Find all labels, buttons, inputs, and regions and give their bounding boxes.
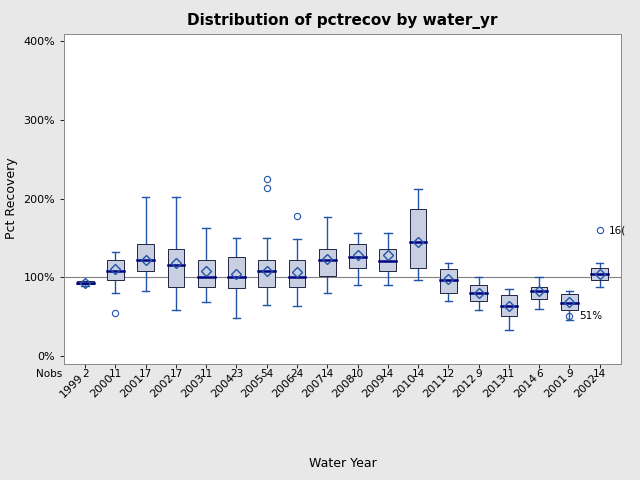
Bar bbox=[138, 244, 154, 271]
Title: Distribution of pctrecov by water_yr: Distribution of pctrecov by water_yr bbox=[187, 13, 498, 29]
Y-axis label: Pct Recovery: Pct Recovery bbox=[4, 158, 18, 240]
Text: 51%: 51% bbox=[579, 311, 602, 321]
Bar bbox=[531, 287, 547, 299]
Text: 54: 54 bbox=[260, 369, 273, 379]
Text: 16(: 16( bbox=[609, 225, 627, 235]
Bar bbox=[228, 257, 245, 288]
Text: 11: 11 bbox=[200, 369, 213, 379]
Text: 24: 24 bbox=[291, 369, 303, 379]
Text: 14: 14 bbox=[321, 369, 334, 379]
Text: 14: 14 bbox=[593, 369, 606, 379]
Bar bbox=[440, 269, 456, 293]
Text: 9: 9 bbox=[566, 369, 573, 379]
Bar bbox=[107, 260, 124, 280]
Bar bbox=[168, 249, 184, 287]
Bar bbox=[410, 209, 426, 268]
Text: 14: 14 bbox=[381, 369, 394, 379]
Bar bbox=[77, 281, 93, 284]
Bar bbox=[198, 260, 214, 287]
Bar bbox=[591, 268, 608, 279]
Text: 14: 14 bbox=[412, 369, 425, 379]
Bar bbox=[259, 260, 275, 287]
Bar bbox=[289, 260, 305, 288]
Text: 17: 17 bbox=[170, 369, 182, 379]
Bar bbox=[561, 294, 578, 310]
Text: 9: 9 bbox=[476, 369, 482, 379]
Text: 17: 17 bbox=[139, 369, 152, 379]
Bar bbox=[319, 249, 335, 276]
Text: Nobs: Nobs bbox=[36, 369, 63, 379]
Bar bbox=[380, 249, 396, 271]
Text: 11: 11 bbox=[109, 369, 122, 379]
Text: Water Year: Water Year bbox=[308, 457, 376, 470]
Bar bbox=[470, 285, 487, 301]
Text: 2: 2 bbox=[82, 369, 88, 379]
Text: 23: 23 bbox=[230, 369, 243, 379]
Bar bbox=[500, 295, 517, 316]
Bar bbox=[349, 244, 366, 268]
Text: 10: 10 bbox=[351, 369, 364, 379]
Text: 11: 11 bbox=[502, 369, 515, 379]
Text: 6: 6 bbox=[536, 369, 543, 379]
Text: 12: 12 bbox=[442, 369, 455, 379]
